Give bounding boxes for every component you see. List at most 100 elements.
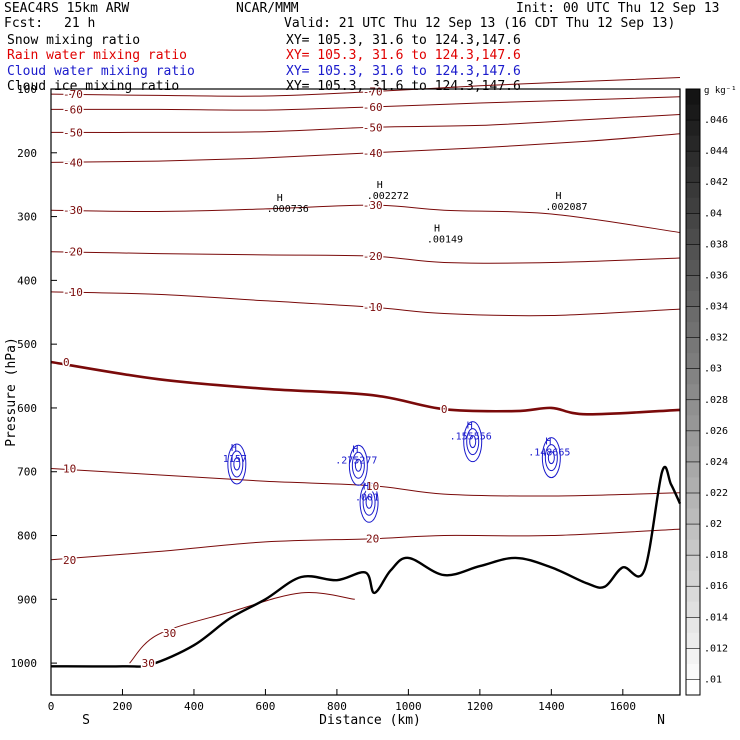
cloud-water-contour xyxy=(227,443,247,485)
colorbar-label: .018 xyxy=(704,550,728,561)
colorbar-label: .028 xyxy=(704,395,728,406)
isotherm-label: 0 xyxy=(441,403,448,416)
cloud-water-max-value: .275277 xyxy=(335,455,377,466)
colorbar-label: .03 xyxy=(704,364,722,375)
isotherm-edge-label: -10 xyxy=(63,286,83,299)
colorbar-label: .026 xyxy=(704,426,728,437)
isotherm-edge-label: -50 xyxy=(63,126,83,139)
colorbar-label: .014 xyxy=(704,612,728,623)
isotherm-label: -60 xyxy=(363,101,383,114)
isotherm-label: -70 xyxy=(363,86,383,99)
isotherm-label: -20 xyxy=(363,250,383,263)
cloud-water-contour xyxy=(359,481,379,523)
isotherm-layer xyxy=(50,77,681,664)
plot-frame xyxy=(50,88,681,696)
colorbar-segment xyxy=(686,508,700,525)
cloud-ice-max-value: .00149 xyxy=(427,235,463,246)
isotherm-line xyxy=(50,360,681,416)
colorbar-segment xyxy=(686,617,700,634)
colorbar-segment xyxy=(686,555,700,572)
colorbar-label: .02 xyxy=(704,519,722,530)
colorbar-label: .04 xyxy=(704,208,722,219)
colorbar: .046 .044 .042 .04 .038 .036 .034 .032 .03 .028 .0… xyxy=(685,88,728,696)
y-tick-label: 1000 xyxy=(11,657,38,670)
colorbar-label: .012 xyxy=(704,643,728,654)
cloud-water-max-value: .155556 xyxy=(450,432,492,443)
isotherm-label: -30 xyxy=(363,199,383,212)
isotherm-edge-label: 0 xyxy=(63,356,70,369)
colorbar-label: .01 xyxy=(704,674,722,685)
legend-rain-xy: XY= 105.3, 31.6 to 124.3,147.6 xyxy=(286,48,521,63)
x-tick-label: 400 xyxy=(184,700,204,713)
terrain-layer xyxy=(50,465,682,668)
cloud-water-layer xyxy=(227,421,561,523)
cloud-ice-max-marker: H xyxy=(434,224,440,235)
colorbar-segment xyxy=(686,477,700,494)
isotherm-line xyxy=(50,77,681,97)
cloud-ice-max-marker: H xyxy=(377,180,383,191)
isotherm-label: -50 xyxy=(363,121,383,134)
colorbar-label: .016 xyxy=(704,581,728,592)
isotherm-line xyxy=(50,251,681,264)
isotherm-label: -10 xyxy=(363,301,383,314)
colorbar-segment xyxy=(686,89,700,106)
y-tick-label: 300 xyxy=(17,211,37,224)
cloud-water-max-value: .001 xyxy=(355,492,379,503)
legend-cloud-water-xy: XY= 105.3, 31.6 to 124.3,147.6 xyxy=(286,64,521,79)
colorbar-segment xyxy=(686,663,700,680)
colorbar-segment xyxy=(686,337,700,354)
x-tick-label: 600 xyxy=(255,700,275,713)
x-tick-label: 1400 xyxy=(538,700,565,713)
cloud-ice-max-value: .000736 xyxy=(267,204,309,215)
isotherm-line xyxy=(50,204,681,233)
cloud-water-contour xyxy=(354,458,362,472)
terrain-line xyxy=(50,465,682,668)
isotherm-line xyxy=(50,133,681,163)
isotherm-edge-label: 10 xyxy=(63,463,76,476)
init-time: Init: 00 UTC Thu 12 Sep 13 xyxy=(516,1,720,16)
colorbar-segment xyxy=(686,228,700,245)
colorbar-label: .032 xyxy=(704,333,728,344)
isotherm-line xyxy=(50,528,681,561)
isotherm-edge-label: 20 xyxy=(63,554,76,567)
colorbar-segment xyxy=(686,151,700,168)
y-tick-label: 700 xyxy=(17,466,37,479)
south-endpoint: S xyxy=(82,713,90,728)
cloud-water-contour xyxy=(362,488,376,516)
y-tick-label: 100 xyxy=(17,83,37,96)
cloud-water-max-value: 1157 xyxy=(223,454,247,465)
colorbar-segment xyxy=(686,182,700,199)
isotherm-label: 20 xyxy=(366,533,379,546)
legend-cloud-ice-label: Cloud ice mixing ratio xyxy=(7,79,180,94)
colorbar-segment xyxy=(686,446,700,463)
cloud-water-contour xyxy=(351,451,365,479)
y-tick-label: 500 xyxy=(17,338,37,351)
valid-time: Valid: 21 UTC Thu 12 Sep 13 (16 CDT Thu … xyxy=(284,16,676,31)
colorbar-label: .044 xyxy=(704,146,728,157)
cloud-water-contour xyxy=(463,421,483,463)
colorbar-segment xyxy=(686,601,700,618)
cloud-water-contour xyxy=(230,450,244,478)
colorbar-segment xyxy=(686,679,700,696)
isotherm-line xyxy=(129,592,355,664)
colorbar-segment xyxy=(686,586,700,603)
colorbar-label: .034 xyxy=(704,302,728,313)
x-tick-label: 1000 xyxy=(395,700,422,713)
colorbar-segment xyxy=(686,353,700,370)
cloud-water-max-marker: H xyxy=(352,444,358,455)
colorbar-segment xyxy=(686,244,700,261)
colorbar-label: .042 xyxy=(704,177,728,188)
colorbar-frame xyxy=(685,88,701,696)
colorbar-label: .036 xyxy=(704,270,728,281)
legend-rain-label: Rain water mixing ratio xyxy=(7,48,188,63)
x-tick-label: 1200 xyxy=(467,700,494,713)
model-name: SEAC4RS 15km ARW xyxy=(4,1,130,16)
x-tick-label: 0 xyxy=(48,700,55,713)
y-tick-label: 400 xyxy=(17,274,37,287)
colorbar-segment xyxy=(686,632,700,649)
x-tick-label: 200 xyxy=(113,700,133,713)
cloud-water-contour xyxy=(365,495,373,509)
colorbar-segment xyxy=(686,104,700,121)
colorbar-segment xyxy=(686,648,700,665)
colorbar-segment xyxy=(686,539,700,556)
